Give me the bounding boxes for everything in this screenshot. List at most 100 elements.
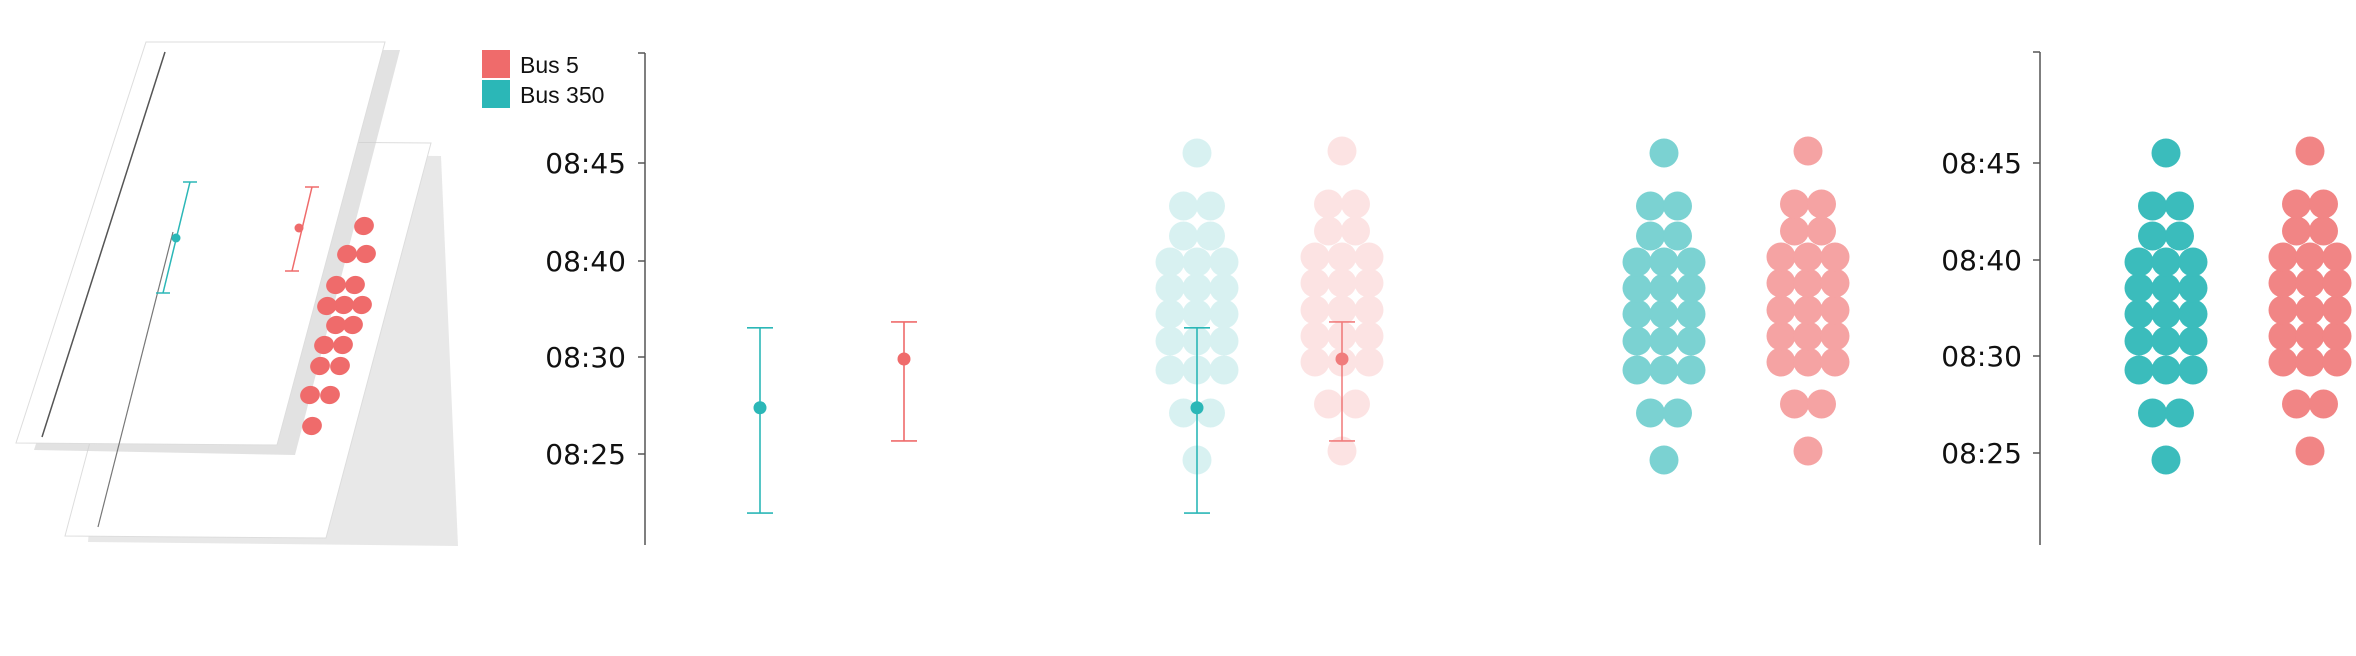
sheet-mean-bus350 — [171, 233, 181, 243]
dot — [1793, 295, 1823, 325]
dot — [2124, 355, 2154, 385]
dot — [2165, 398, 2194, 428]
dot — [1807, 189, 1836, 219]
dot — [1622, 247, 1652, 277]
sheets-illustration — [15, 41, 458, 546]
dot — [1196, 191, 1225, 221]
dot — [1676, 273, 1706, 303]
dot — [2138, 191, 2167, 221]
mean-point — [897, 352, 911, 366]
dot — [2322, 295, 2352, 325]
legend-label-bus5: Bus 5 — [520, 52, 579, 78]
dot — [1314, 389, 1343, 419]
dot — [2268, 347, 2298, 377]
dot — [1649, 273, 1679, 303]
dot — [2309, 189, 2338, 219]
dot — [1766, 321, 1796, 351]
dot — [2268, 242, 2298, 272]
dot — [1169, 221, 1198, 251]
dot — [1300, 321, 1330, 351]
sheet-dot — [343, 315, 363, 335]
dot — [1209, 273, 1239, 303]
dot — [1793, 321, 1823, 351]
sheet-dot — [334, 295, 354, 315]
dot — [1663, 191, 1692, 221]
dot — [1155, 273, 1185, 303]
dot — [2282, 216, 2311, 246]
y-tick-label: 08:45 — [545, 147, 626, 180]
dot — [2309, 389, 2338, 419]
sheet-front — [15, 41, 386, 446]
dot — [1327, 436, 1357, 466]
dot — [2165, 221, 2194, 251]
dot — [1354, 242, 1384, 272]
faded-dots-bus5 — [1300, 136, 1384, 466]
dot — [2151, 355, 2181, 385]
dot — [1209, 326, 1239, 356]
dot — [2151, 247, 2181, 277]
sheet-dot — [345, 275, 365, 295]
dot — [1327, 242, 1357, 272]
dot — [1354, 321, 1384, 351]
dot — [2151, 273, 2181, 303]
y-tick-label: 08:45 — [1941, 147, 2022, 180]
dot — [2268, 268, 2298, 298]
dot — [2178, 299, 2208, 329]
dot — [2282, 189, 2311, 219]
dot — [1182, 138, 1212, 168]
dot — [1196, 221, 1225, 251]
dots-bus350 — [1622, 138, 1706, 475]
sheet-axis — [41, 51, 166, 438]
dot — [1766, 347, 1796, 377]
dot — [2151, 299, 2181, 329]
dot — [1793, 436, 1823, 466]
dot — [1209, 299, 1239, 329]
dot — [1341, 189, 1370, 219]
dot — [1649, 247, 1679, 277]
legend-swatch-bus350 — [482, 80, 510, 108]
dot — [2322, 347, 2352, 377]
sheet-dot — [326, 315, 346, 335]
mean-point — [753, 401, 767, 415]
dot — [1300, 295, 1330, 325]
dot — [1622, 273, 1652, 303]
dot — [2295, 295, 2325, 325]
dot — [2151, 138, 2181, 168]
legend-label-bus350: Bus 350 — [520, 82, 604, 108]
dot — [1209, 355, 1239, 385]
dot — [1676, 326, 1706, 356]
y-tick-label: 08:30 — [1941, 340, 2022, 373]
dot — [1327, 295, 1357, 325]
dot — [1300, 347, 1330, 377]
dot — [2322, 268, 2352, 298]
dot — [1780, 216, 1809, 246]
dot — [1807, 216, 1836, 246]
dot — [1622, 326, 1652, 356]
mean-point — [1190, 401, 1204, 415]
sheet-dot — [326, 275, 346, 295]
dot — [2138, 398, 2167, 428]
dot — [1766, 295, 1796, 325]
sheet-dot — [317, 296, 337, 316]
plot-area — [747, 136, 2352, 514]
legend-swatch-bus5 — [482, 50, 510, 78]
sheet-mean-bus5 — [294, 223, 304, 233]
sheet-dot — [302, 416, 322, 436]
y-tick-label: 08:25 — [545, 438, 626, 471]
dot — [2309, 216, 2338, 246]
dot — [2295, 268, 2325, 298]
sheet-dot — [337, 244, 357, 264]
dot — [1300, 242, 1330, 272]
legend: Bus 5 Bus 350 — [482, 50, 604, 108]
dot — [2322, 242, 2352, 272]
dot — [2124, 273, 2154, 303]
dot — [1793, 347, 1823, 377]
sheet-dot — [333, 335, 353, 355]
sheet-dot — [310, 356, 330, 376]
faded-error-bar-bus5 — [1329, 321, 1355, 442]
dot — [1209, 247, 1239, 277]
dot — [1793, 136, 1823, 166]
dot — [1196, 398, 1225, 428]
dot — [1649, 299, 1679, 329]
dot — [1780, 189, 1809, 219]
